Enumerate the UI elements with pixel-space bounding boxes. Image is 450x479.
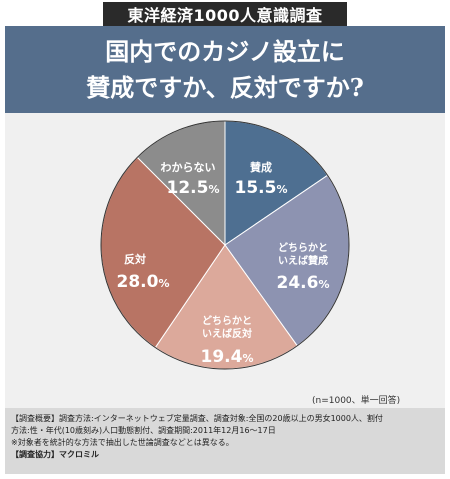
question-title: 国内でのカジノ設立に 賛成ですか、反対ですか?	[5, 26, 445, 113]
survey-footer: 【調査概要】調査方法:インターネットウェブ定量調査、調査対象:全国の20歳以上の…	[5, 408, 445, 474]
label-no-value: 28.0%	[117, 272, 170, 292]
label-yes-name: 賛成	[250, 160, 272, 174]
footer-line-3: ※対象者を統計的な方法で抽出した世論調査などとは異なる。	[11, 438, 234, 447]
label-rather-no-line1: どちらかと	[202, 314, 252, 327]
label-dk-value: 12.5%	[167, 178, 220, 198]
label-rather-yes-line1: どちらかと	[278, 241, 328, 254]
label-no-name: 反対	[124, 252, 146, 266]
label-yes-value: 15.5%	[235, 178, 288, 198]
footer-line-4: 【調査協力】マクロミル	[11, 450, 99, 459]
label-dk-name: わからない	[161, 161, 216, 174]
pie-outline	[100, 120, 350, 370]
sample-note: (n=1000、単一回答)	[312, 396, 401, 406]
label-rather-yes-value: 24.6%	[277, 273, 330, 293]
label-rather-no-value: 19.4%	[201, 347, 254, 367]
footer-line-1: 【調査概要】調査方法:インターネットウェブ定量調査、調査対象:全国の20歳以上の…	[11, 414, 383, 423]
title-line-2: 賛成ですか、反対ですか?	[86, 72, 364, 102]
footer-line-2: 方法:性・年代(10歳刻み)人口動態割付、調査期間:2011年12月16～17日	[11, 426, 276, 435]
chart-panel: 賛成 15.5% どちらかと いえば賛成 24.6% どちらかと いえば反対 1…	[5, 113, 445, 408]
pie-chart: 賛成 15.5% どちらかと いえば賛成 24.6% どちらかと いえば反対 1…	[100, 120, 350, 370]
title-line-1: 国内でのカジノ設立に	[105, 36, 345, 66]
label-rather-yes-line2: いえば賛成	[278, 254, 328, 267]
label-rather-no-line2: いえば反対	[202, 327, 252, 340]
survey-badge: 東洋経済1000人意識調査	[103, 2, 347, 29]
